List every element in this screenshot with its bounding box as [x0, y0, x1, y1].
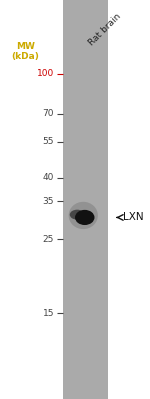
Text: 100: 100 [37, 69, 54, 78]
Text: 15: 15 [42, 309, 54, 318]
Text: 25: 25 [43, 235, 54, 244]
Text: 70: 70 [42, 109, 54, 118]
Text: Rat brain: Rat brain [87, 12, 123, 47]
Ellipse shape [75, 210, 94, 225]
Ellipse shape [69, 202, 98, 229]
Text: 55: 55 [42, 137, 54, 146]
Text: MW
(kDa): MW (kDa) [12, 42, 39, 61]
Text: 40: 40 [43, 173, 54, 182]
Text: 35: 35 [42, 197, 54, 206]
Ellipse shape [70, 210, 85, 219]
Bar [63, 0, 108, 399]
Text: LXN: LXN [123, 212, 144, 223]
